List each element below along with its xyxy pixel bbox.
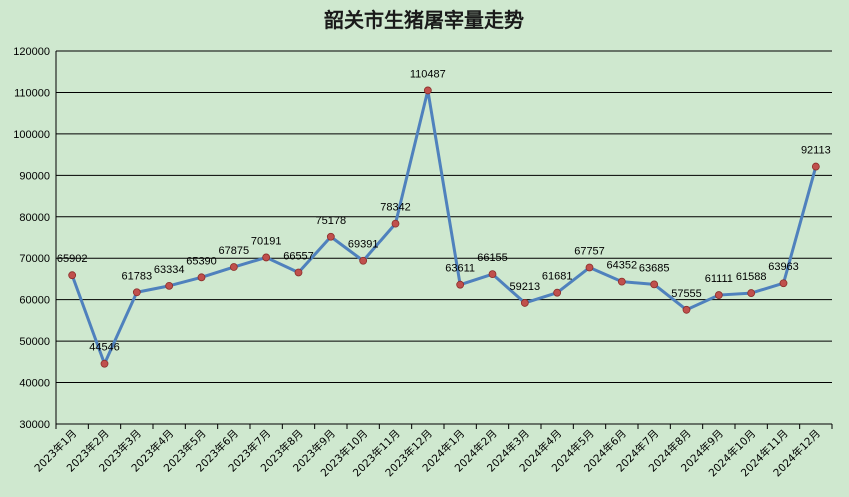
data-label: 69391 [348, 239, 379, 251]
data-point [165, 281, 174, 290]
data-point [617, 277, 626, 286]
data-label: 63963 [768, 261, 799, 273]
series-line [70, 88, 818, 366]
data-point [229, 263, 238, 271]
data-label: 65902 [57, 253, 88, 265]
data-label: 63611 [445, 263, 475, 275]
data-label: 67875 [219, 245, 250, 257]
data-labels: 65902 44546 617836333465390678757019166557… [57, 68, 831, 353]
data-point [68, 271, 77, 280]
y-tick-label: 110000 [14, 87, 50, 99]
data-point [747, 289, 756, 297]
data-point [714, 291, 723, 299]
data-label: 92113 [801, 145, 831, 157]
data-label: 63685 [639, 262, 670, 274]
data-label: 44546 [89, 342, 120, 354]
data-label: 61681 [542, 271, 573, 283]
data-point [294, 268, 303, 277]
data-point [779, 279, 788, 288]
series-line [70, 88, 818, 366]
x-axis-ticks: 2023年1月2023年2月2023年3月2023年4月2023年5月2023年… [32, 424, 833, 479]
data-label: 61111 [705, 273, 733, 285]
y-tick-label: 70000 [19, 253, 50, 265]
data-point [100, 359, 109, 368]
data-point [682, 305, 691, 314]
data-point [262, 253, 271, 262]
y-tick-label: 60000 [19, 295, 50, 307]
data-label: 66155 [477, 252, 508, 264]
y-axis-ticks: 30000 40000 50000 60000 70000 80000 90000 10000… [13, 46, 50, 431]
chart-title: 韶关市生猪屠宰量走势 [324, 8, 524, 32]
data-label: 75178 [316, 215, 347, 227]
data-point [811, 162, 820, 171]
data-label: 78342 [380, 202, 411, 214]
y-tick-label: 50000 [19, 336, 50, 348]
data-point [197, 273, 206, 282]
data-label: 65390 [186, 255, 217, 267]
y-tick-label: 80000 [19, 212, 50, 224]
data-label: 61783 [122, 270, 153, 282]
data-point [650, 280, 659, 289]
data-point [488, 270, 497, 279]
data-point [423, 86, 432, 95]
y-tick-label: 40000 [19, 378, 50, 390]
data-points [68, 86, 820, 368]
gridlines [55, 50, 832, 425]
data-label: 110487 [410, 68, 446, 80]
data-point [132, 288, 141, 297]
data-point [456, 280, 465, 289]
data-point [326, 232, 335, 241]
data-label: 61588 [736, 271, 767, 283]
y-tick-label: 90000 [19, 170, 50, 182]
data-point [520, 299, 529, 307]
data-label: 59213 [510, 281, 541, 293]
data-label: 70191 [251, 235, 282, 247]
data-point [391, 219, 400, 228]
data-point [359, 256, 368, 265]
y-tick-label: 100000 [13, 129, 50, 141]
data-label: 67757 [574, 246, 605, 258]
data-label: 57555 [671, 288, 702, 300]
data-label: 64352 [607, 260, 638, 272]
y-tick-label: 30000 [19, 419, 50, 431]
y-tick-label: 120000 [13, 46, 50, 58]
data-point [553, 288, 562, 297]
data-label: 66557 [283, 250, 314, 262]
data-label: 63334 [154, 264, 185, 276]
data-point [585, 263, 594, 272]
